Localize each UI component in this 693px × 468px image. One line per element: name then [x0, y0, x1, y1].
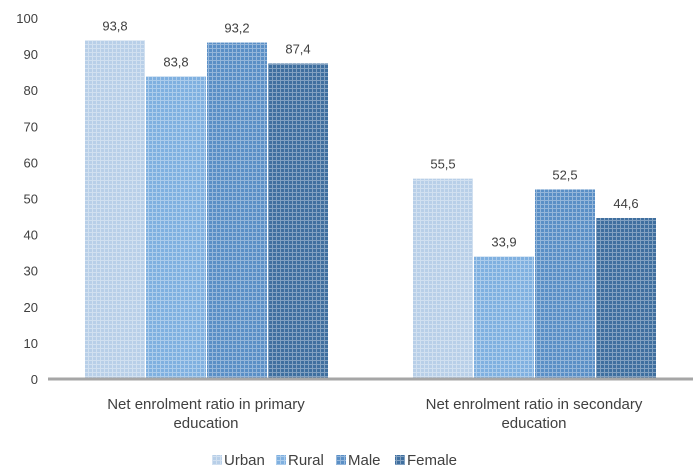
bar-male	[207, 42, 267, 379]
y-tick-label: 40	[24, 228, 38, 243]
bar-texture	[207, 42, 267, 379]
legend-swatch-texture	[212, 455, 222, 465]
x-category-label: education	[173, 415, 238, 432]
legend-item-urban: Urban	[212, 452, 265, 468]
bar-rural	[474, 256, 534, 379]
legend-item-male: Male	[336, 452, 381, 468]
legend-label: Female	[407, 452, 457, 468]
y-tick-label: 50	[24, 192, 38, 207]
data-label: 87,4	[285, 41, 310, 56]
data-label: 93,8	[102, 18, 127, 33]
bar-urban	[413, 178, 473, 379]
y-tick-label: 10	[24, 336, 38, 351]
bar-female	[268, 63, 328, 380]
legend: Urban Rural Male Female	[212, 452, 457, 468]
x-category-label: Net enrolment ratio in primary	[107, 396, 305, 413]
y-tick-label: 70	[24, 119, 38, 134]
bar-texture	[85, 40, 145, 380]
data-label: 93,2	[224, 21, 249, 36]
bar-texture	[535, 189, 595, 379]
legend-label: Male	[348, 452, 381, 468]
legend-swatch-texture	[336, 455, 346, 465]
data-label: 44,6	[613, 196, 638, 211]
data-label: 33,9	[491, 235, 516, 250]
bar-male	[535, 189, 595, 379]
legend-item-female: Female	[395, 452, 457, 468]
y-tick-label: 20	[24, 300, 38, 315]
legend-label: Urban	[224, 452, 265, 468]
data-labels: 93,8 55,5 83,8 33,9 93,2 52,5 87,4 44,6	[102, 18, 638, 249]
y-tick-label: 100	[16, 11, 38, 26]
y-tick-label: 60	[24, 155, 38, 170]
x-axis: Net enrolment ratio in primary education N…	[107, 396, 643, 432]
legend-swatch-texture	[276, 455, 286, 465]
data-label: 83,8	[163, 54, 188, 69]
data-label: 55,5	[430, 157, 455, 172]
y-tick-label: 80	[24, 83, 38, 98]
y-tick-label: 0	[31, 372, 38, 387]
legend-item-rural: Rural	[276, 452, 324, 468]
legend-swatch-texture	[395, 455, 405, 465]
bar-texture	[596, 217, 656, 379]
bar-texture	[474, 256, 534, 379]
y-tick-label: 30	[24, 264, 38, 279]
bar-urban	[85, 40, 145, 380]
bars	[85, 40, 656, 380]
x-category-label: Net enrolment ratio in secondary	[426, 396, 643, 413]
legend-label: Rural	[288, 452, 324, 468]
y-axis: 0 10 20 30 40 50 60 70 80 90 100	[16, 11, 38, 387]
bar-texture	[413, 178, 473, 379]
bar-texture	[268, 63, 328, 380]
x-category-label: education	[501, 415, 566, 432]
bar-texture	[146, 76, 206, 380]
data-label: 52,5	[552, 167, 577, 182]
y-tick-label: 90	[24, 47, 38, 62]
bar-female	[596, 217, 656, 379]
bar-rural	[146, 76, 206, 380]
